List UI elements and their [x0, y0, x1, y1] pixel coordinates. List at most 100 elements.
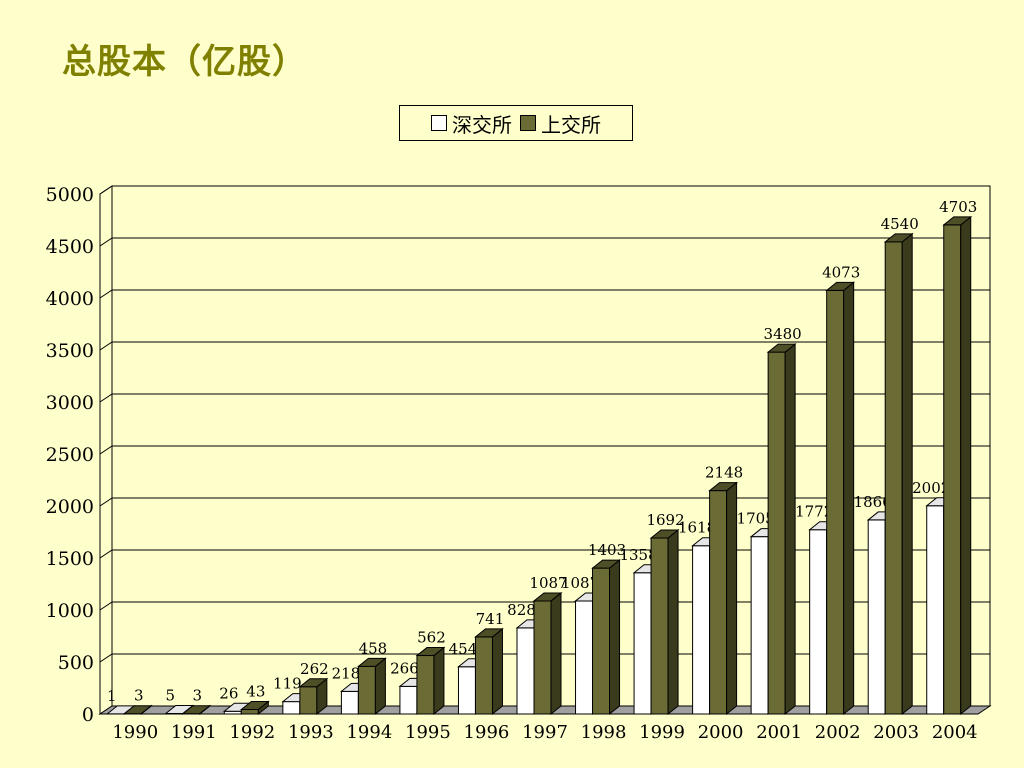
bar-sz — [575, 600, 594, 715]
x-tick-label: 2004 — [932, 722, 978, 743]
bar-sh — [709, 490, 728, 715]
x-tick-label: 1993 — [288, 722, 334, 743]
bar-sh-top — [708, 482, 739, 492]
bar-sz — [516, 627, 535, 715]
x-tick-label: 1997 — [522, 722, 568, 743]
data-label-sz: 2002 — [912, 479, 950, 497]
legend-swatch-sz — [431, 115, 447, 131]
y-tick-label: 4500 — [46, 236, 94, 258]
x-tick-label: 1990 — [112, 722, 158, 743]
legend-label-sh: 上交所 — [541, 112, 601, 137]
bar-sz — [457, 666, 476, 715]
bar-sz — [633, 572, 652, 715]
data-label-sz: 1866 — [854, 493, 892, 511]
bar-sh-side — [550, 591, 562, 716]
data-label-sz: 454 — [449, 640, 478, 658]
x-tick-label: 1995 — [405, 722, 451, 743]
data-label-sh: 1692 — [646, 511, 684, 529]
data-label-sh: 262 — [300, 660, 329, 678]
data-label-sz: 5 — [166, 686, 176, 704]
data-label-sh: 2148 — [705, 464, 743, 482]
data-label-sz: 119 — [273, 675, 302, 693]
data-label-sh: 43 — [246, 683, 265, 701]
data-label-sz: 1618 — [678, 519, 716, 537]
x-tick-label: 2002 — [815, 722, 861, 743]
bar-sz — [750, 536, 769, 715]
data-label-sh: 3480 — [764, 325, 802, 343]
y-tick-label: 1500 — [46, 548, 94, 570]
bar-sh-top — [356, 657, 387, 667]
data-label-sh: 741 — [476, 610, 505, 628]
bar-sh-top — [649, 529, 680, 539]
bar-sz — [867, 519, 886, 715]
data-label-sz: 266 — [390, 659, 419, 677]
bar-sz — [926, 505, 945, 715]
bar-sh-top — [298, 678, 329, 688]
bar-sh-top — [591, 559, 621, 569]
gridline — [99, 393, 990, 403]
y-tick-label: 3000 — [46, 392, 94, 414]
gridline — [99, 237, 990, 247]
bar-sh-top — [883, 233, 914, 243]
gridline — [99, 445, 990, 455]
bar-sh-side — [491, 627, 503, 716]
y-tick-label: 3500 — [46, 340, 94, 362]
data-label-sz: 218 — [332, 664, 361, 682]
data-label-sz: 1358 — [619, 546, 657, 564]
bar-sh — [592, 567, 611, 715]
data-label-sh: 562 — [417, 629, 446, 647]
x-tick-label: 1996 — [464, 722, 510, 743]
x-tick-label: 2001 — [756, 722, 802, 743]
bar-sz — [692, 545, 711, 715]
bar-sh — [767, 351, 786, 715]
bar-sh — [240, 709, 259, 715]
bar-sh-side — [784, 343, 796, 716]
bar-sh — [533, 600, 552, 715]
data-label-sh: 4703 — [939, 198, 977, 216]
data-label-sz: 1772 — [795, 503, 833, 521]
data-label-sh: 4540 — [881, 215, 919, 233]
y-tick-label: 2500 — [46, 444, 94, 466]
bar-sh-side — [433, 646, 445, 716]
x-tick-label: 1991 — [171, 722, 217, 743]
data-label-sz: 1087 — [561, 574, 599, 592]
bar-sh — [884, 241, 903, 715]
bar-sh-side — [726, 481, 738, 716]
x-tick-label: 1999 — [639, 722, 685, 743]
y-tick-label: 1000 — [46, 600, 94, 622]
bar-sh-top — [122, 705, 153, 715]
bar-sh-top — [825, 281, 856, 291]
x-tick-label: 2003 — [873, 722, 919, 743]
bar-sh-side — [609, 559, 621, 716]
x-tick-label: 2000 — [698, 722, 744, 743]
data-label-sz: 26 — [219, 684, 238, 702]
x-tick-label: 1998 — [581, 722, 627, 743]
y-tick-label: 2000 — [46, 496, 94, 518]
data-label-sh: 458 — [359, 639, 388, 657]
bar-sh-top — [415, 647, 446, 657]
data-label-sz: 1705 — [737, 510, 775, 528]
bar-sh-top — [181, 705, 212, 715]
bar-sh-side — [843, 281, 855, 716]
data-label-sh: 3 — [134, 687, 144, 705]
bar-sz — [340, 690, 359, 715]
y-tick-label: 5000 — [46, 184, 94, 206]
legend-entry-sz: 深交所 — [431, 109, 512, 138]
bar-sh-side — [901, 232, 913, 716]
bar-sh-top — [766, 343, 797, 353]
chart-legend: 深交所 上交所 — [399, 105, 633, 141]
legend-swatch-sh — [520, 115, 536, 131]
x-tick-label: 1994 — [346, 722, 392, 743]
bar-sz — [399, 685, 418, 715]
bar-sh-top — [239, 701, 270, 711]
data-label-sz: 828 — [507, 601, 536, 619]
y-tick-label: 4000 — [46, 288, 94, 310]
x-tick-label: 1992 — [229, 722, 275, 743]
bar-sh-top — [942, 216, 973, 226]
gridline — [99, 341, 990, 351]
bar-sh — [943, 224, 962, 715]
data-label-sh: 3 — [193, 687, 203, 705]
bar-sh — [826, 289, 845, 715]
bar-sh — [299, 686, 318, 715]
bar-sh — [357, 665, 376, 715]
